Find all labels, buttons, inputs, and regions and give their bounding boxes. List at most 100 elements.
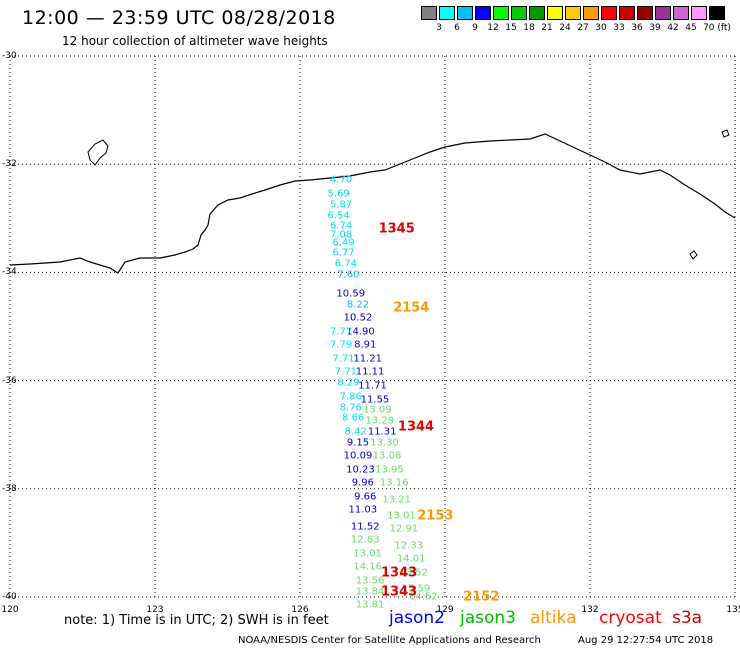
wave-height-value: 11.11 bbox=[355, 366, 385, 378]
wave-height-value: 14.90 bbox=[346, 326, 375, 338]
colorbar-swatch bbox=[619, 6, 635, 20]
colorbar-label: 36 bbox=[631, 23, 643, 33]
wave-height-value: 12.91 bbox=[389, 523, 419, 535]
wave-height-value: 8.22 bbox=[346, 299, 370, 311]
colorbar-swatch bbox=[673, 6, 689, 20]
wave-height-value: 10.52 bbox=[343, 312, 373, 324]
colorbar-swatch bbox=[709, 6, 725, 20]
wave-height-value: 6.77 bbox=[332, 247, 355, 259]
pass-time-label: 1343 bbox=[380, 584, 418, 600]
lat-tick-label: -30 bbox=[2, 51, 17, 61]
pass-time-label: 1343 bbox=[380, 565, 418, 581]
colorbar-label: 9 bbox=[472, 23, 478, 33]
colorbar-label: 27 bbox=[577, 23, 589, 33]
wave-height-value: 9.66 bbox=[354, 491, 377, 503]
generated-timestamp: Aug 29 12:27:54 UTC 2018 bbox=[578, 635, 714, 646]
colorbar-label: 18 bbox=[523, 23, 535, 33]
lon-tick-label: 132 bbox=[581, 605, 599, 615]
lat-tick-label: -34 bbox=[2, 267, 17, 278]
colorbar-swatch bbox=[583, 6, 599, 20]
map-subtitle: 12 hour collection of altimeter wave hei… bbox=[62, 34, 328, 48]
wave-height-value: 13.21 bbox=[382, 494, 411, 506]
wave-height-value: 6.74 bbox=[334, 258, 358, 270]
legend-cryosat: cryosat bbox=[599, 608, 662, 628]
colorbar-swatch bbox=[511, 6, 527, 20]
wave-height-value: 7.86 bbox=[339, 391, 362, 403]
wave-height-value: 11.71 bbox=[358, 380, 387, 392]
colorbar-swatch bbox=[529, 6, 545, 20]
colorbar-label: 21 bbox=[541, 23, 553, 33]
australia-coastline bbox=[9, 133, 736, 274]
wave-height-value: 7.60 bbox=[337, 269, 360, 281]
legend-altika: altika bbox=[530, 608, 577, 628]
wave-height-value: 7.71 bbox=[334, 366, 358, 378]
wave-height-value: 14.52 bbox=[408, 591, 438, 603]
colorbar-label: 45 bbox=[685, 23, 697, 33]
wave-height-value: 6.74 bbox=[329, 220, 353, 232]
pass-time-label: 2153 bbox=[417, 508, 454, 524]
colorbar-swatch bbox=[475, 6, 491, 20]
colorbar-label: 39 bbox=[649, 23, 661, 33]
wave-height-value: 10.09 bbox=[343, 450, 373, 462]
colorbar-label: 42 bbox=[667, 23, 679, 33]
wave-height-value: 6.54 bbox=[327, 210, 350, 222]
wave-height-value: 13.08 bbox=[372, 450, 402, 462]
wave-height-value: 8.29 bbox=[337, 377, 360, 389]
colorbar-label: 30 bbox=[595, 23, 607, 33]
colorbar-label: 3 bbox=[436, 23, 442, 33]
wave-height-value: 11.52 bbox=[350, 521, 380, 533]
pass-time-label: 2152 bbox=[463, 589, 500, 605]
colorbar-swatch bbox=[637, 6, 653, 20]
legend-jason3: jason3 bbox=[460, 608, 516, 628]
lon-tick-label: 126 bbox=[291, 605, 309, 615]
lat-tick-label: -36 bbox=[2, 375, 17, 386]
colorbar-swatch bbox=[565, 6, 581, 20]
wave-height-value: 8.76 bbox=[339, 402, 362, 414]
wave-height-value: 15.59 bbox=[401, 583, 431, 595]
credit-text: NOAA/NESDIS Center for Satellite Applica… bbox=[238, 635, 541, 646]
wave-height-value: 13.95 bbox=[375, 464, 404, 476]
wave-height-value: 13.56 bbox=[355, 575, 385, 587]
colorbar-label: 70 (ft) bbox=[703, 23, 731, 33]
colorbar-swatch bbox=[493, 6, 509, 20]
wave-height-value: 13.81 bbox=[355, 599, 385, 611]
wave-height-value: 9.96 bbox=[351, 477, 374, 489]
wave-height-value: 7.77 bbox=[329, 326, 353, 338]
wave-height-value: 13.29 bbox=[365, 415, 395, 427]
wave-height-value: 7.71 bbox=[332, 353, 355, 365]
colorbar-swatch bbox=[439, 6, 455, 20]
wave-height-value: 8.66 bbox=[342, 412, 365, 424]
colorbar-swatch bbox=[601, 6, 617, 20]
colorbar-label: 24 bbox=[559, 23, 571, 33]
colorbar-swatch bbox=[655, 6, 671, 20]
map-title: 12:00 — 23:59 UTC 08/28/2018 bbox=[22, 7, 336, 29]
wave-height-value: 11.55 bbox=[360, 394, 390, 406]
lon-tick-label: 123 bbox=[146, 605, 164, 615]
wave-height-value: 13.01 bbox=[353, 548, 382, 560]
wave-height-value: 12.83 bbox=[350, 534, 380, 546]
colorbar-swatch bbox=[421, 6, 437, 20]
wave-height-value: 12.33 bbox=[394, 540, 424, 552]
wave-height-value: 11.31 bbox=[367, 426, 397, 438]
colorbar-swatch bbox=[547, 6, 563, 20]
legend-jason2: jason2 bbox=[389, 608, 445, 628]
colorbar-label: 15 bbox=[505, 23, 517, 33]
lat-tick-label: -40 bbox=[2, 592, 17, 602]
wave-height-value: 7.08 bbox=[329, 229, 353, 241]
wave-height-value: 13.84 bbox=[355, 586, 385, 598]
wave-height-value: 11.03 bbox=[348, 504, 378, 516]
wave-height-value: 10.59 bbox=[336, 288, 366, 300]
lon-tick-label: 135 bbox=[726, 605, 740, 615]
wave-height-value: 13.30 bbox=[370, 437, 399, 449]
pass-time-label: 1344 bbox=[397, 419, 435, 435]
colorbar-label: 6 bbox=[454, 23, 460, 33]
investigator-islet bbox=[689, 250, 698, 260]
colorbar-label: 12 bbox=[487, 23, 499, 33]
wave-height-value: 10.23 bbox=[346, 464, 375, 476]
lat-tick-label: -38 bbox=[2, 483, 17, 494]
wave-height-value: 5.87 bbox=[329, 199, 353, 211]
legend-s3a: s3a bbox=[672, 608, 703, 628]
lon-tick-label: 129 bbox=[436, 605, 454, 615]
lat-tick-label: -32 bbox=[2, 159, 17, 170]
